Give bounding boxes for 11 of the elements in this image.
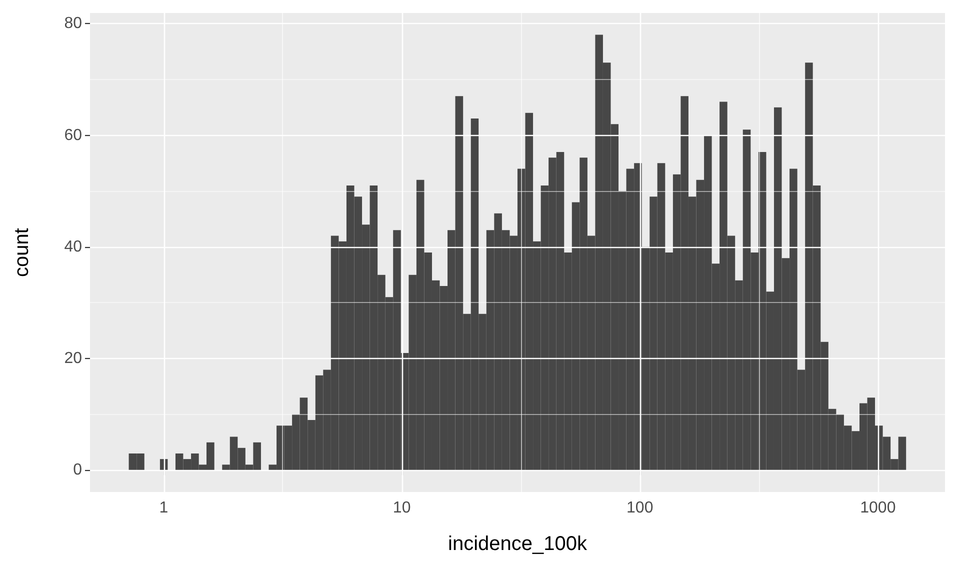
y-tick-label: 40	[64, 238, 82, 256]
x-tick-label: 10	[392, 500, 411, 516]
y-axis-title: count	[11, 228, 33, 277]
x-tick-label: 100	[626, 500, 654, 516]
x-axis-title: incidence_100k	[448, 533, 588, 555]
x-tick-label: 1000	[860, 500, 896, 516]
y-tick-label: 0	[73, 462, 82, 479]
y-tick-label: 60	[64, 126, 82, 144]
x-tick-label: 1	[159, 500, 168, 516]
y-tick-label: 20	[64, 350, 82, 368]
y-tick-label: 80	[64, 15, 82, 32]
